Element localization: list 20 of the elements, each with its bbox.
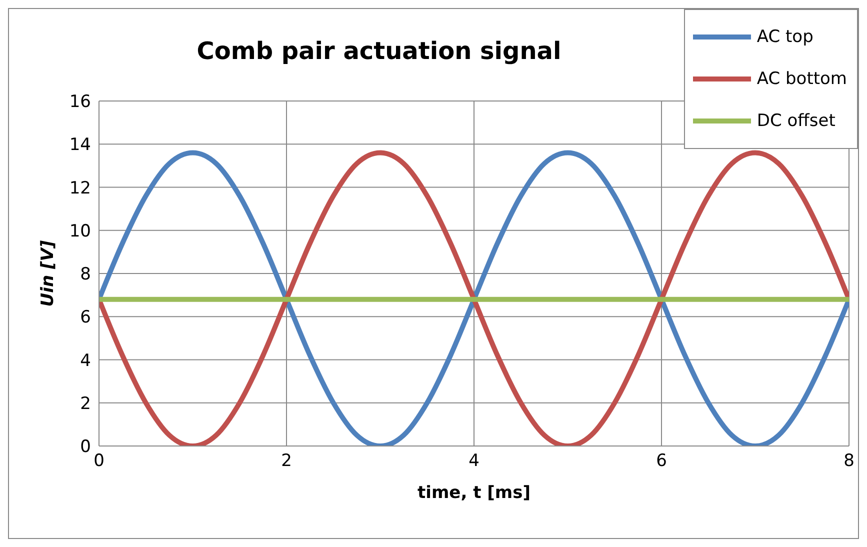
x-tick-label: 4 [468,451,480,472]
legend-label: AC bottom [756,69,847,89]
x-tick-label: 6 [656,451,667,472]
chart-title: Comb pair actuation signal [196,37,562,65]
y-axis-title: Uin [V] [38,240,58,307]
y-tick-label: 6 [80,308,91,328]
y-tick-label: 16 [69,92,91,112]
legend-label: DC offset [756,111,836,131]
x-tick-label: 8 [844,451,854,472]
y-tick-label: 4 [80,350,91,371]
x-tick-label: 2 [281,451,292,472]
y-tick-label: 0 [80,437,91,458]
y-tick-label: 12 [69,178,91,198]
x-tick-label: 0 [94,451,104,472]
y-tick-label: 8 [80,264,91,285]
y-tick-label: 2 [80,394,91,414]
y-tick-label: 14 [69,135,91,156]
x-axis-title: time, t [ms] [418,483,530,503]
legend-label: AC top [756,27,814,47]
y-tick-label: 10 [69,221,91,242]
